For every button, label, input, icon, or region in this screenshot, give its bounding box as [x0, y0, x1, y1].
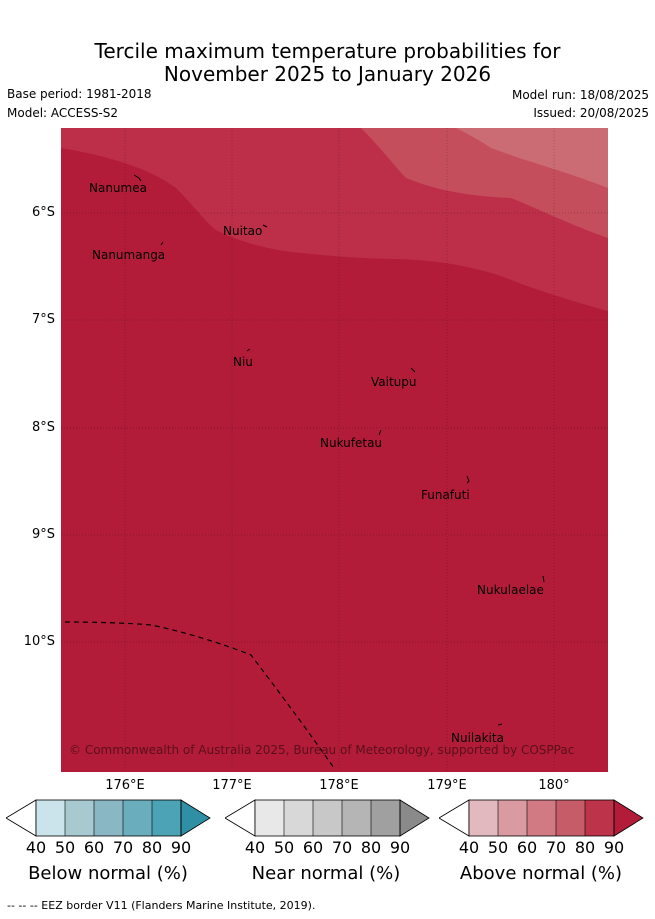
lat-label-8s: 8°S — [31, 420, 55, 435]
tick: 50 — [54, 838, 76, 857]
tick: 80 — [574, 838, 596, 857]
island-marks — [133, 174, 545, 726]
tick: 50 — [487, 838, 509, 857]
probability-map: Nanumea Nuitao Nanumanga Niu Vaitupu Nuk… — [61, 128, 608, 772]
title-line-2: November 2025 to January 2026 — [163, 62, 492, 86]
legend-above-title: Above normal (%) — [459, 863, 623, 884]
tick: 80 — [141, 838, 163, 857]
place-labels: Nanumea Nuitao Nanumanga Niu Vaitupu Nuk… — [89, 181, 544, 745]
place-nuitao: Nuitao — [223, 224, 262, 238]
map-gridlines — [61, 128, 608, 772]
tick: 70 — [112, 838, 134, 857]
tick: 60 — [516, 838, 538, 857]
lat-label-10s: 10°S — [23, 634, 55, 649]
issued-date: Issued: 20/08/2025 — [533, 106, 649, 120]
tick: 80 — [360, 838, 382, 857]
tick: 70 — [331, 838, 353, 857]
tick: 90 — [389, 838, 411, 857]
tick: 60 — [83, 838, 105, 857]
tick: 70 — [545, 838, 567, 857]
place-nanumea: Nanumea — [89, 181, 147, 195]
model-name: Model: ACCESS-S2 — [7, 106, 119, 120]
legend-above-colorbar — [439, 799, 644, 837]
base-period: Base period: 1981-2018 — [7, 87, 152, 101]
tick: 50 — [273, 838, 295, 857]
lat-label-7s: 7°S — [31, 312, 55, 327]
place-funafuti: Funafuti — [421, 488, 470, 502]
place-nukulaelae: Nukulaelae — [477, 583, 544, 597]
lon-label-177e: 177°E — [212, 778, 252, 793]
legend-near-colorbar — [225, 799, 430, 837]
model-run: Model run: 18/08/2025 — [511, 88, 649, 102]
map-title: Tercile maximum temperature probabilitie… — [0, 40, 655, 86]
map-fill-60 — [456, 128, 608, 188]
title-line-1: Tercile maximum temperature probabilitie… — [94, 39, 561, 63]
place-vaitupu: Vaitupu — [371, 375, 417, 389]
tick: 60 — [302, 838, 324, 857]
lon-label-180: 180° — [538, 778, 570, 793]
lon-label-176e: 176°E — [105, 778, 145, 793]
tick: 40 — [25, 838, 47, 857]
legend-below-colorbar — [6, 799, 211, 837]
place-niu: Niu — [233, 355, 253, 369]
tick: 90 — [170, 838, 192, 857]
lat-label-9s: 9°S — [31, 527, 55, 542]
place-nanumanga: Nanumanga — [92, 248, 165, 262]
lon-label-179e: 179°E — [427, 778, 467, 793]
tick: 40 — [244, 838, 266, 857]
tick: 90 — [603, 838, 625, 857]
copyright-notice: © Commonwealth of Australia 2025, Bureau… — [69, 743, 574, 757]
legend-near-title: Near normal (%) — [251, 863, 401, 884]
lat-label-6s: 6°S — [31, 205, 55, 220]
tick: 40 — [458, 838, 480, 857]
place-nuilakita: Nuilakita — [451, 731, 504, 745]
eez-border — [64, 621, 335, 769]
place-nukufetau: Nukufetau — [320, 436, 382, 450]
lon-label-178e: 178°E — [319, 778, 359, 793]
legend-below-title: Below normal (%) — [28, 863, 188, 884]
eez-footnote: -- -- -- EEZ border V11 (Flanders Marine… — [7, 899, 316, 912]
